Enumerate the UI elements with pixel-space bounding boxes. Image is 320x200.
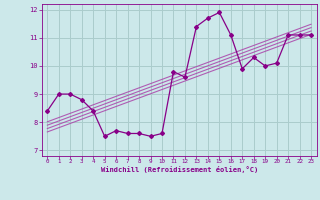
X-axis label: Windchill (Refroidissement éolien,°C): Windchill (Refroidissement éolien,°C) (100, 166, 258, 173)
